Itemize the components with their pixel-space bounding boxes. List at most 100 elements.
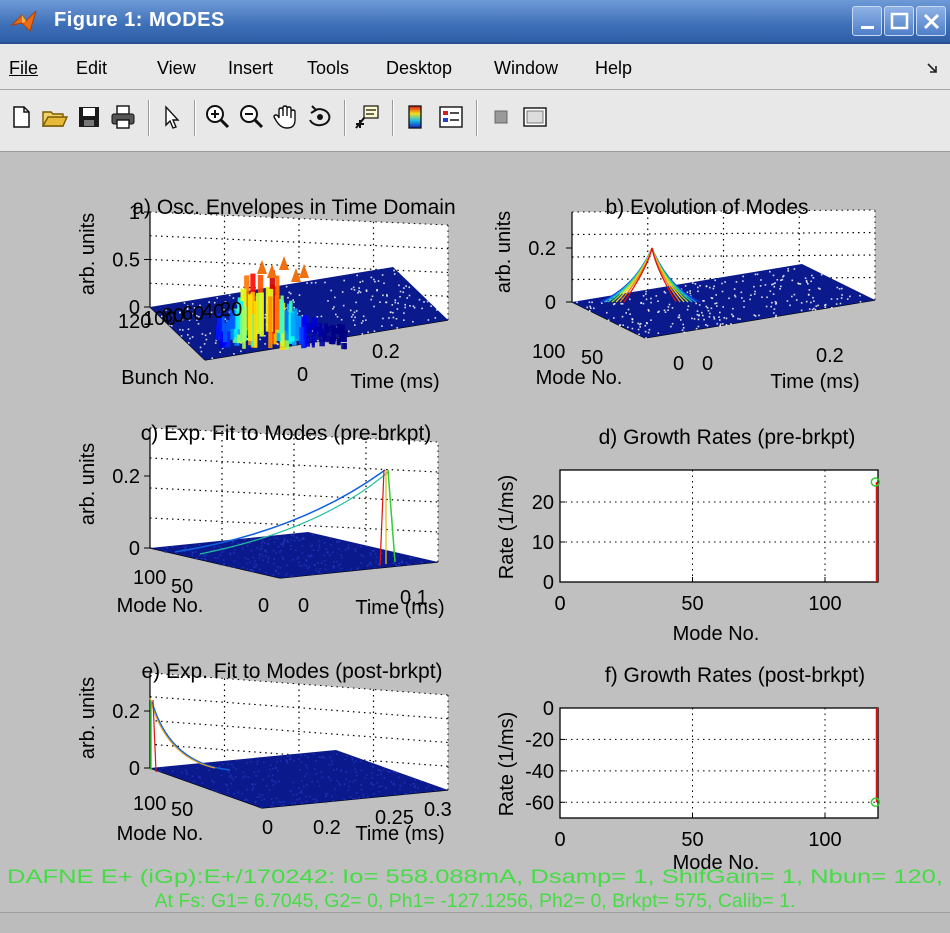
- grid-line: [149, 517, 439, 533]
- surface-speckle: [252, 569, 254, 572]
- surface-speckle: [272, 774, 274, 777]
- surface-speckle: [321, 562, 323, 564]
- surface-speckle: [341, 291, 344, 293]
- surface-speckle: [260, 807, 262, 809]
- menu-tools[interactable]: Tools: [307, 58, 350, 78]
- surface-speckle: [383, 777, 385, 779]
- zoom-in-icon[interactable]: [202, 102, 232, 132]
- open-file-icon[interactable]: [40, 102, 70, 132]
- rotate-3d-icon[interactable]: [304, 102, 334, 132]
- surface-speckle: [397, 555, 399, 557]
- minimize-button[interactable]: [852, 6, 882, 36]
- surface-speckle: [256, 796, 258, 798]
- surface-speckle: [338, 782, 341, 785]
- menu-help[interactable]: Help: [595, 58, 633, 78]
- surface-speckle: [300, 538, 303, 541]
- surface-speckle: [319, 568, 321, 570]
- surface-speckle: [399, 296, 401, 298]
- menu-file[interactable]: File: [9, 58, 39, 78]
- surface-speckle: [764, 284, 767, 286]
- surface-speckle: [759, 285, 762, 287]
- surface-speckle: [589, 305, 591, 308]
- surface-speckle: [327, 300, 329, 302]
- surface-speckle: [231, 763, 233, 766]
- maximize-button[interactable]: [884, 6, 914, 36]
- menu-insert[interactable]: Insert: [228, 58, 274, 78]
- surface-speckle: [370, 298, 372, 301]
- surface-speckle: [196, 557, 198, 560]
- plot-title: e) Exp. Fit to Modes (post-brkpt): [141, 660, 442, 683]
- x-tick-label: 50: [681, 593, 703, 615]
- surface-speckle: [272, 784, 275, 786]
- print-icon[interactable]: [108, 102, 138, 132]
- surface-envelope-strip: [324, 323, 328, 331]
- surface-speckle: [223, 562, 225, 565]
- surface-speckle: [334, 788, 336, 791]
- surface-speckle: [254, 801, 257, 804]
- surface-speckle: [179, 311, 181, 314]
- x-tick-label: 100: [808, 829, 841, 851]
- surface-speckle: [697, 286, 699, 289]
- surface-speckle: [706, 307, 709, 309]
- pointer-icon[interactable]: [156, 102, 186, 132]
- surface-speckle: [668, 303, 671, 306]
- surface-speckle: [336, 768, 338, 770]
- surface-speckle: [797, 282, 799, 285]
- surface-speckle: [364, 777, 367, 779]
- surface-speckle: [365, 289, 368, 291]
- surface-speckle: [760, 279, 762, 281]
- surface-speckle: [588, 301, 591, 303]
- surface-speckle: [404, 306, 406, 309]
- surface-speckle: [806, 281, 808, 283]
- surface-speckle: [372, 766, 374, 768]
- pan-hand-icon[interactable]: [270, 102, 300, 132]
- t-axis-label: Time (ms): [355, 597, 444, 619]
- dock-arrow-icon[interactable]: [926, 62, 940, 74]
- surface-speckle: [689, 292, 691, 295]
- zoom-out-icon[interactable]: [236, 102, 266, 132]
- surface-speckle: [246, 799, 249, 801]
- surface-speckle: [811, 308, 814, 311]
- surface-speckle: [713, 316, 715, 318]
- legend-icon[interactable]: [436, 102, 466, 132]
- surface-speckle: [290, 544, 292, 547]
- surface-speckle: [360, 769, 363, 772]
- surface-speckle: [331, 795, 333, 798]
- menu-view[interactable]: View: [157, 58, 196, 78]
- colorbar-icon[interactable]: [400, 102, 430, 132]
- surface-speckle: [309, 545, 312, 548]
- surface-speckle: [225, 783, 227, 786]
- surface-speckle: [644, 330, 647, 333]
- menu-desktop[interactable]: Desktop: [386, 58, 453, 78]
- surface-speckle: [289, 790, 292, 792]
- menu-window[interactable]: Window: [494, 58, 559, 78]
- surface-speckle: [186, 773, 188, 776]
- surface-speckle: [388, 317, 390, 319]
- menu-edit[interactable]: Edit: [76, 58, 108, 78]
- close-button[interactable]: [916, 6, 946, 36]
- y-tick-label: 10: [532, 532, 554, 554]
- surface-speckle: [362, 794, 365, 796]
- new-file-icon[interactable]: [6, 102, 36, 132]
- hide-plot-tools-icon[interactable]: [486, 102, 516, 132]
- surface-speckle: [772, 293, 775, 295]
- surface-speckle: [399, 784, 401, 787]
- surface-speckle: [314, 281, 317, 284]
- surface-speckle: [680, 319, 682, 321]
- surface-speckle: [365, 545, 368, 547]
- surface-speckle: [810, 280, 812, 283]
- surface-speckle: [404, 793, 406, 795]
- surface-speckle: [273, 780, 275, 783]
- surface-envelope-strip: [216, 325, 222, 341]
- surface-speckle: [333, 565, 335, 568]
- surface-speckle: [770, 305, 772, 308]
- save-icon[interactable]: [74, 102, 104, 132]
- surface-speckle: [401, 561, 403, 564]
- surface-speckle: [356, 774, 358, 777]
- surface-speckle: [314, 768, 316, 770]
- t-tick-label: 0.25: [375, 807, 414, 829]
- surface-speckle: [339, 563, 342, 565]
- data-cursor-icon[interactable]: [352, 102, 382, 132]
- surface-speckle: [769, 270, 771, 273]
- show-plot-tools-icon[interactable]: [520, 102, 550, 132]
